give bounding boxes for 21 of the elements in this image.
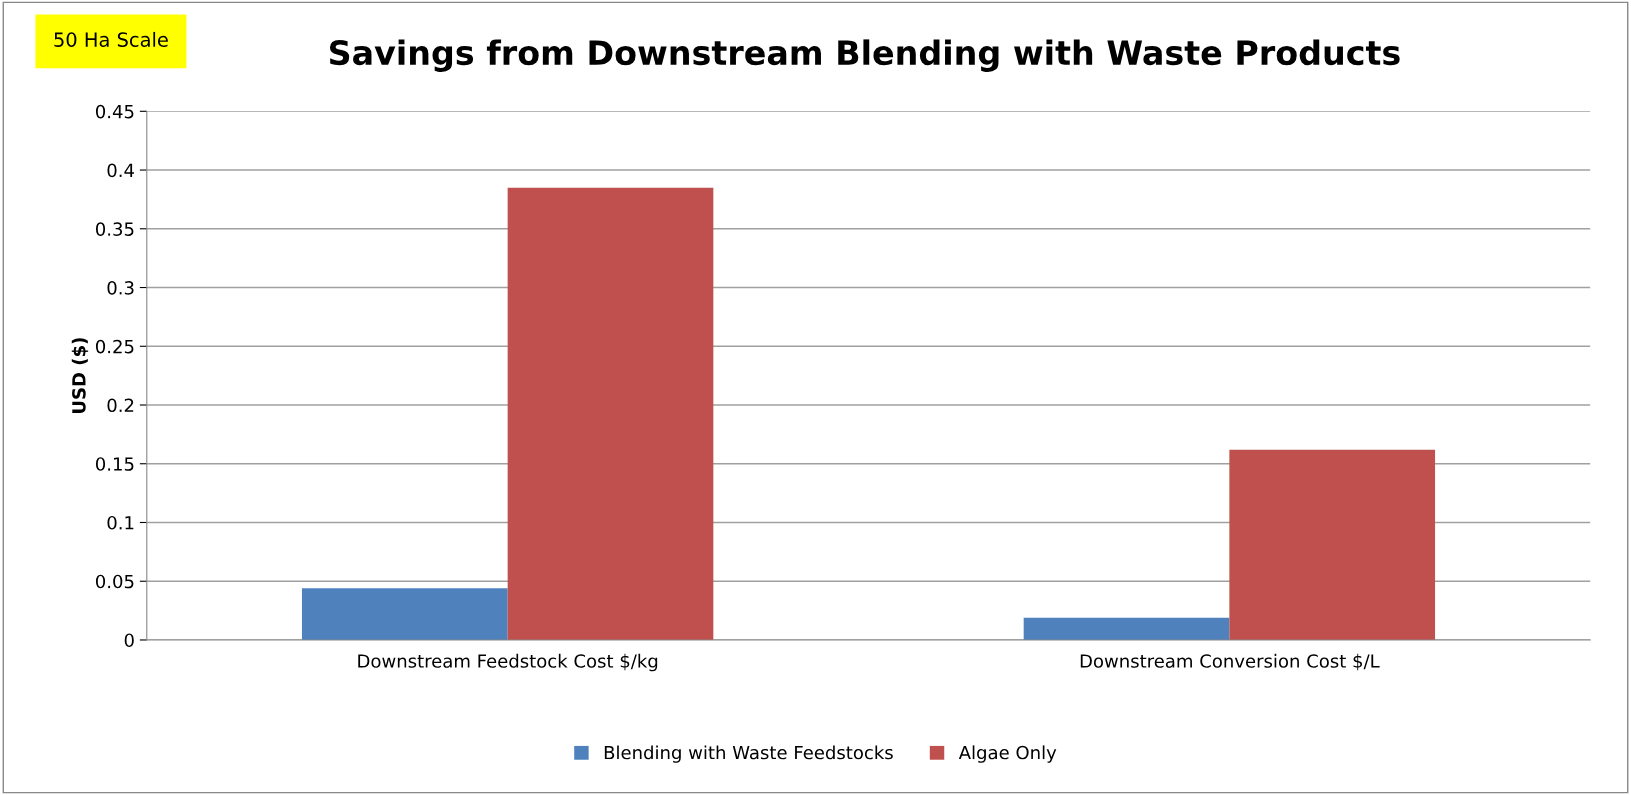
- bar: [507, 187, 714, 640]
- y-tick-label: 0.4: [107, 163, 134, 178]
- legend-label: Blending with Waste Feedstocks: [604, 745, 893, 763]
- y-tick-label: 0.25: [95, 339, 134, 354]
- text: 50 Ha Scale: [54, 31, 168, 47]
- y-axis-title: USD ($): [71, 338, 89, 413]
- y-tick-label: 0.3: [107, 280, 134, 295]
- legend-label: Algae Only: [958, 745, 1057, 763]
- x-tick-label: Downstream Conversion Cost $/L: [1080, 653, 1380, 671]
- y-tick-label: 0.1: [107, 515, 134, 530]
- chart-title: Savings from Downstream Blending with Waste Products: [329, 39, 1400, 72]
- y-tick-label: 0.35: [95, 222, 134, 236]
- bar: [301, 588, 508, 640]
- y-tick-label: 0.05: [95, 574, 134, 589]
- y-tick-label: 0: [124, 633, 134, 648]
- y-tick-label: 0.45: [95, 104, 134, 119]
- bar: [1229, 449, 1436, 640]
- y-tick-label: 0.2: [107, 398, 134, 413]
- y-tick-label: 0.15: [95, 457, 134, 471]
- x-tick-label: Downstream Feedstock Cost $/kg: [358, 653, 658, 672]
- bar: [1023, 617, 1230, 640]
